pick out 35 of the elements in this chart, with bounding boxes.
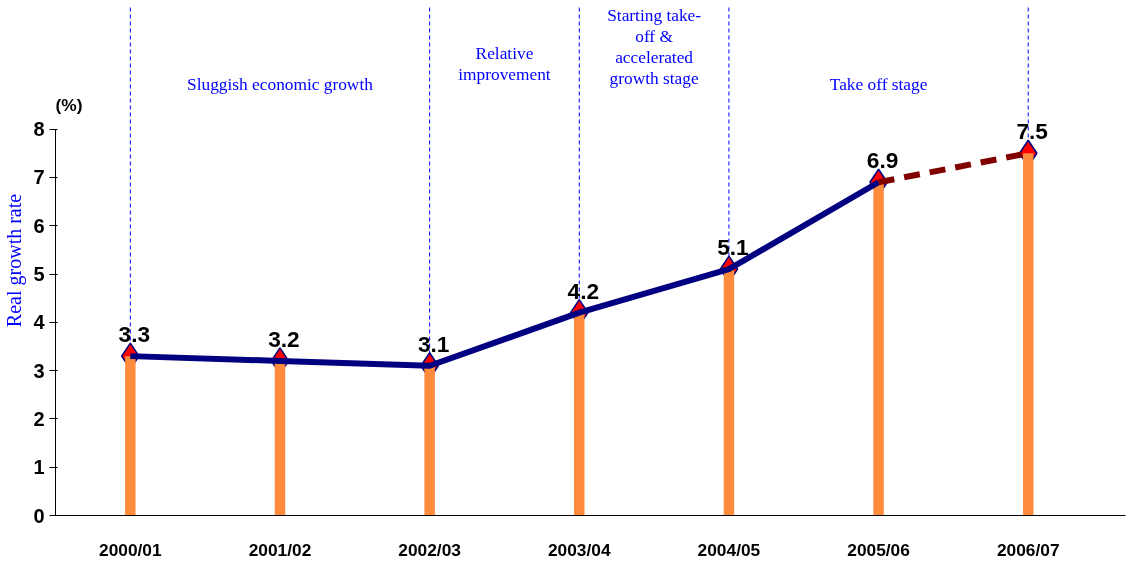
bar [873,182,884,516]
data-label: 3.3 [118,321,151,348]
y-tick-label: 3 [33,359,45,382]
x-tick-label: 2005/06 [847,539,911,560]
bar [1022,153,1034,516]
y-tick-label: 0 [33,504,45,527]
x-tick-label: 2002/03 [398,539,462,560]
bar [723,269,735,516]
data-label: 5.1 [717,234,749,261]
x-tick-label: 2006/07 [996,539,1060,560]
y-tick-label: 4 [33,311,46,334]
text: Starting take- off & accelerated growth stage [607,6,702,89]
data-label: 7.5 [1016,118,1048,145]
text: (%) [55,94,83,115]
x-tick-label: 2001/02 [248,539,312,560]
bar [574,312,585,516]
data-label: 6.9 [866,147,899,174]
y-tick-label: 8 [33,118,45,141]
x-tick-label: 2000/01 [99,539,163,560]
y-tick-label: 2 [33,407,45,430]
text: Relative improvement [458,44,551,85]
text: Sluggish economic growth [187,75,374,95]
y-axis-title: Real growth rate [3,193,27,328]
text: Take off stage [829,75,928,95]
x-tick-label: 2003/04 [547,539,611,560]
y-tick-label: 1 [33,456,45,479]
bar [125,356,136,516]
data-label: 4.2 [567,277,600,304]
y-tick-label: 7 [33,166,45,189]
x-tick-label: 2004/05 [697,539,761,560]
data-label: 3.1 [417,330,450,357]
y-tick-label: 6 [33,214,45,237]
y-tick-label: 5 [33,263,45,286]
data-label: 3.2 [268,325,300,352]
bar [424,365,435,516]
